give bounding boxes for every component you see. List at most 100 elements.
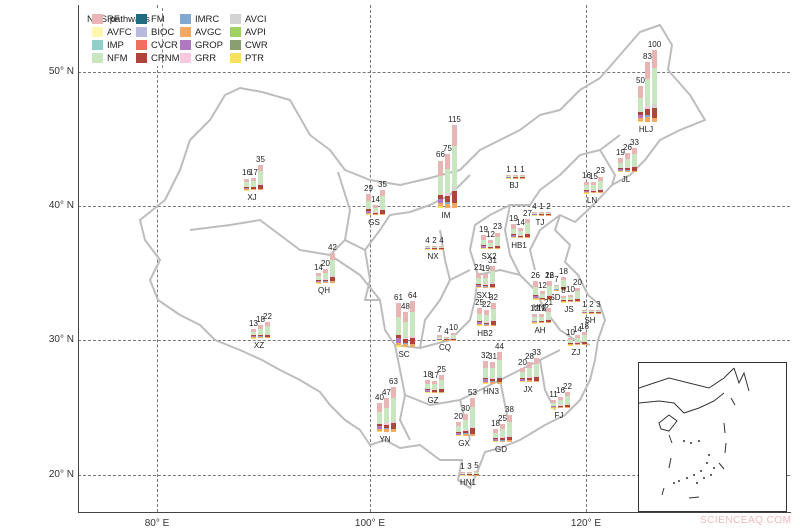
province-label: SX1 [476,291,492,300]
stacked-bar [380,189,385,215]
bar-segment-crnm [546,319,551,323]
stacked-bar [483,274,488,288]
bar-segment-nfm [554,286,559,289]
bar-value-label: 7 [554,274,559,284]
bar-segment-grop [477,322,482,325]
x-tick-80e: 80° E [144,518,170,529]
bar-segment-nfm [445,169,450,194]
bar-segment-crnm [533,294,538,297]
bar-segment-rf [507,414,512,422]
bar-segment-rf [490,265,495,272]
stacked-bar [373,204,378,215]
bar-segment-rf [546,212,551,213]
bar-segment-crnm [463,431,468,434]
legend: NCS pathways RF AVFC IMP NFM FM BIOC CVCR CRNM I… [82,8,350,68]
bar-segment-ptr [638,120,643,122]
stacked-bar [445,154,450,208]
bar-segment-avgc [384,429,389,432]
bar-segment-avgc [483,381,488,384]
bar-value-label: 61 [394,293,403,303]
bar-value-label: 23 [596,166,605,176]
bar-segment-nfm [520,372,525,378]
bar-segment-grr [490,378,495,380]
bar-segment-avgc [568,301,573,302]
legend-label: AVFC [107,26,132,38]
bar-segment-rf [377,403,382,413]
legend-separator [162,8,163,68]
bar-value-label: 18 [580,322,589,332]
bar-segment-grr [258,334,263,336]
bar-segment-imrc [384,427,389,430]
bar-segment-ptr [493,441,498,442]
bar-segment-grr [625,167,630,168]
bar-segment-nfm [511,228,516,235]
bar-segment-rf [391,386,396,398]
province-label: HN3 [482,387,499,396]
stacked-bar [591,182,596,193]
bar-segment-grr [251,186,256,188]
stacked-bar [316,272,321,283]
bar-value-label: 1 [582,300,587,309]
bar-value-label: 35 [256,154,265,164]
stacked-bar [323,268,328,283]
stacked-bar [456,421,461,436]
bar-segment-nfm [582,335,587,342]
stacked-bar [481,235,486,249]
stacked-bar [251,177,256,190]
bar-segment-rf [438,160,443,176]
bar-segment-nfm [584,185,589,190]
bar-segment-avci [598,188,603,190]
bar-value-label: 16 [556,386,565,396]
stacked-bar [463,414,468,436]
stacked-bar [265,322,270,338]
legend-item-crnm: CRNM [136,52,180,64]
bar-segment-avgc [575,301,580,302]
bar-segment-crnm [477,320,482,323]
bar-segment-crnm [638,111,643,115]
gridline-100e [370,5,371,512]
bar-segment-nfm [520,175,525,178]
stacked-bar [491,303,496,326]
bar-segment-avgc [432,392,437,393]
legend-label: GRR [195,52,217,64]
bar-segment-crnm [452,191,457,204]
stacked-bar [551,400,556,408]
legend-item-ptr: PTR [230,52,264,64]
legend-item-avfc: AVFC [92,26,132,38]
bar-segment-nfm [460,473,465,475]
bar-segment-rf [483,274,488,279]
bar-segment-nfm [532,213,537,215]
legend-title: NCS pathways [87,14,150,25]
bar-segment-crnm [540,298,545,299]
bar-segment-nfm [470,407,475,427]
bar-value-label: 20 [454,411,463,421]
bar-segment-avgc [575,344,580,345]
bar-value-label: 27 [523,208,532,218]
bar-segment-crnm [554,288,559,290]
stacked-bar [527,361,532,382]
bar-segment-avci [575,298,580,300]
bar-segment-crnm [391,422,396,430]
bar-segment-avgc [500,440,505,442]
bar-value-label: 16 [582,171,591,181]
bar-segment-rf [490,361,495,368]
bar-segment-crnm [575,299,580,302]
bar-segment-nfm [506,176,511,178]
bar-segment-avgc [582,344,587,345]
bar-value-label: 12 [545,271,554,281]
bar-segment-avci [547,295,552,297]
bar-segment-rf [575,287,580,292]
bar-value-label: 25 [475,298,484,307]
bar-value-label: 16 [242,168,251,178]
bar-segment-crnm [490,379,495,382]
bar-segment-crnm [483,285,488,287]
bar-segment-ptr [520,381,525,382]
bar-segment-rf [532,212,537,213]
legend-label: CWR [245,39,268,51]
bar-segment-rf [582,332,587,336]
bar-segment-rf [251,177,256,182]
bar-segment-crnm [497,377,502,383]
bar-segment-rf [506,175,511,176]
bar-segment-rf [652,50,657,69]
bar-segment-nfm [534,364,539,377]
